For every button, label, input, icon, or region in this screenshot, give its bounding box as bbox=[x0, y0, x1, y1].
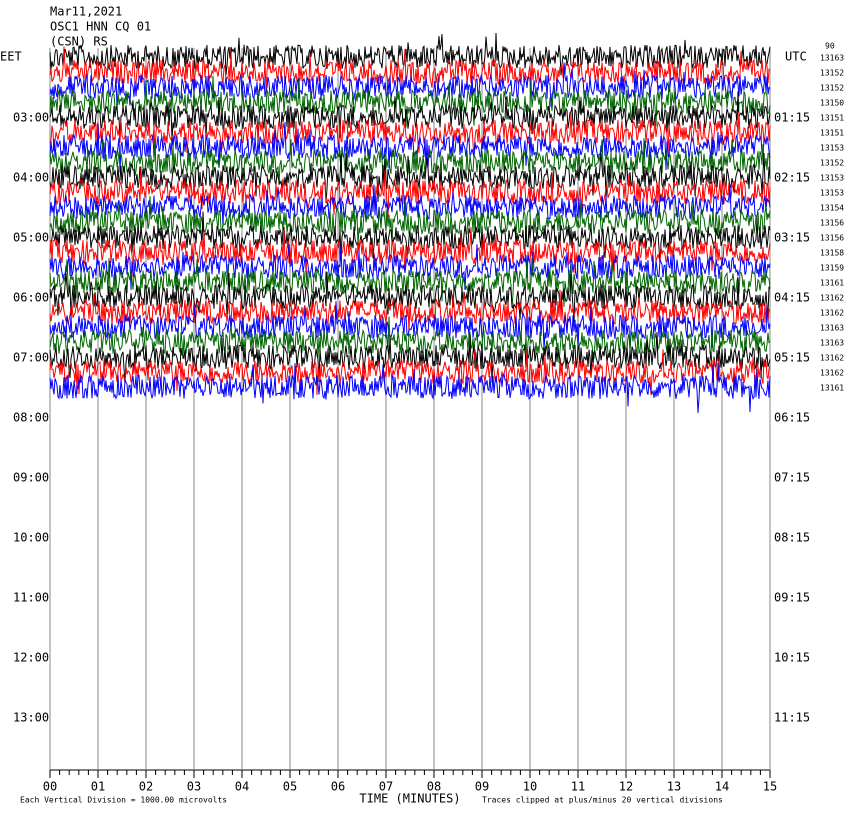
trace bbox=[49, 121, 771, 173]
trace bbox=[49, 196, 771, 247]
trace bbox=[49, 75, 771, 128]
utc-label: 06:15 bbox=[774, 411, 810, 425]
eet-label: 08:00 bbox=[13, 411, 49, 425]
trace-label: 13151 bbox=[820, 114, 844, 123]
x-tick-label: 13 bbox=[667, 780, 681, 794]
utc-label: 10:15 bbox=[774, 651, 810, 665]
utc-label: 11:15 bbox=[774, 711, 810, 725]
trace bbox=[49, 301, 771, 352]
x-tick-label: 14 bbox=[715, 780, 729, 794]
utc-label: 09:15 bbox=[774, 591, 810, 605]
trace-label: 13162 bbox=[820, 369, 844, 378]
trace-label: 13152 bbox=[820, 84, 844, 93]
title-line: Mar11,2021 bbox=[50, 5, 122, 19]
utc-label: 03:15 bbox=[774, 231, 810, 245]
trace-label: 13163 bbox=[820, 324, 844, 333]
footer-right: Traces clipped at plus/minus 20 vertical… bbox=[482, 796, 723, 805]
eet-label: 11:00 bbox=[13, 591, 49, 605]
x-tick-label: 06 bbox=[331, 780, 345, 794]
x-tick-label: 05 bbox=[283, 780, 297, 794]
corner-label: 90 bbox=[825, 42, 835, 51]
x-tick-label: 12 bbox=[619, 780, 633, 794]
x-tick-label: 11 bbox=[571, 780, 585, 794]
title-line: (CSN) RS bbox=[50, 35, 108, 49]
x-tick-label: 10 bbox=[523, 780, 537, 794]
trace bbox=[49, 362, 771, 413]
trace-label: 13152 bbox=[820, 69, 844, 78]
trace-label: 13153 bbox=[820, 189, 844, 198]
trace bbox=[49, 46, 771, 92]
utc-label: 02:15 bbox=[774, 171, 810, 185]
x-tick-label: 01 bbox=[91, 780, 105, 794]
eet-label: 12:00 bbox=[13, 651, 49, 665]
trace bbox=[49, 62, 771, 109]
x-tick-label: 15 bbox=[763, 780, 777, 794]
x-tick-label: 03 bbox=[187, 780, 201, 794]
trace-label: 13156 bbox=[820, 219, 844, 228]
trace-label: 13162 bbox=[820, 309, 844, 318]
x-tick-label: 00 bbox=[43, 780, 57, 794]
x-axis-label: TIME (MINUTES) bbox=[359, 792, 460, 806]
trace bbox=[49, 138, 771, 186]
trace bbox=[49, 184, 771, 227]
trace-label: 13159 bbox=[820, 264, 844, 273]
trace-label: 13158 bbox=[820, 249, 844, 258]
x-tick-label: 08 bbox=[427, 780, 441, 794]
trace-label: 13156 bbox=[820, 234, 844, 243]
title-line: OSC1 HNN CQ 01 bbox=[50, 20, 151, 34]
trace bbox=[49, 32, 771, 76]
trace bbox=[49, 226, 771, 278]
left-axis-label: EET bbox=[0, 50, 22, 64]
trace-label: 13161 bbox=[820, 279, 844, 288]
utc-label: 04:15 bbox=[774, 291, 810, 305]
trace-label: 13151 bbox=[820, 129, 844, 138]
footer-left: Each Vertical Division = 1000.00 microvo… bbox=[20, 796, 227, 805]
trace-label: 13163 bbox=[820, 54, 844, 63]
trace-label: 13153 bbox=[820, 174, 844, 183]
eet-label: 06:00 bbox=[13, 291, 49, 305]
utc-label: 07:15 bbox=[774, 471, 810, 485]
trace bbox=[49, 271, 771, 323]
trace bbox=[49, 211, 771, 263]
trace-label: 13154 bbox=[820, 204, 844, 213]
trace-label: 13162 bbox=[820, 354, 844, 363]
x-tick-label: 07 bbox=[379, 780, 393, 794]
trace bbox=[49, 316, 771, 365]
utc-label: 05:15 bbox=[774, 351, 810, 365]
trace-label: 13152 bbox=[820, 159, 844, 168]
trace bbox=[49, 289, 771, 332]
eet-label: 04:00 bbox=[13, 171, 49, 185]
trace-label: 13150 bbox=[820, 99, 844, 108]
trace bbox=[49, 91, 771, 142]
right-axis-label: UTC bbox=[785, 50, 807, 64]
eet-label: 13:00 bbox=[13, 711, 49, 725]
trace-label: 13153 bbox=[820, 144, 844, 153]
trace-label: 13162 bbox=[820, 294, 844, 303]
x-tick-label: 04 bbox=[235, 780, 249, 794]
trace bbox=[49, 257, 771, 308]
eet-label: 05:00 bbox=[13, 231, 49, 245]
eet-label: 09:00 bbox=[13, 471, 49, 485]
x-tick-label: 09 bbox=[475, 780, 489, 794]
trace bbox=[49, 349, 771, 396]
utc-label: 08:15 bbox=[774, 531, 810, 545]
trace-label: 13163 bbox=[820, 339, 844, 348]
trace bbox=[49, 166, 771, 218]
eet-label: 10:00 bbox=[13, 531, 49, 545]
x-tick-label: 02 bbox=[139, 780, 153, 794]
eet-label: 03:00 bbox=[13, 111, 49, 125]
utc-label: 01:15 bbox=[774, 111, 810, 125]
trace-label: 13161 bbox=[820, 384, 844, 393]
trace bbox=[49, 111, 771, 158]
eet-label: 07:00 bbox=[13, 351, 49, 365]
